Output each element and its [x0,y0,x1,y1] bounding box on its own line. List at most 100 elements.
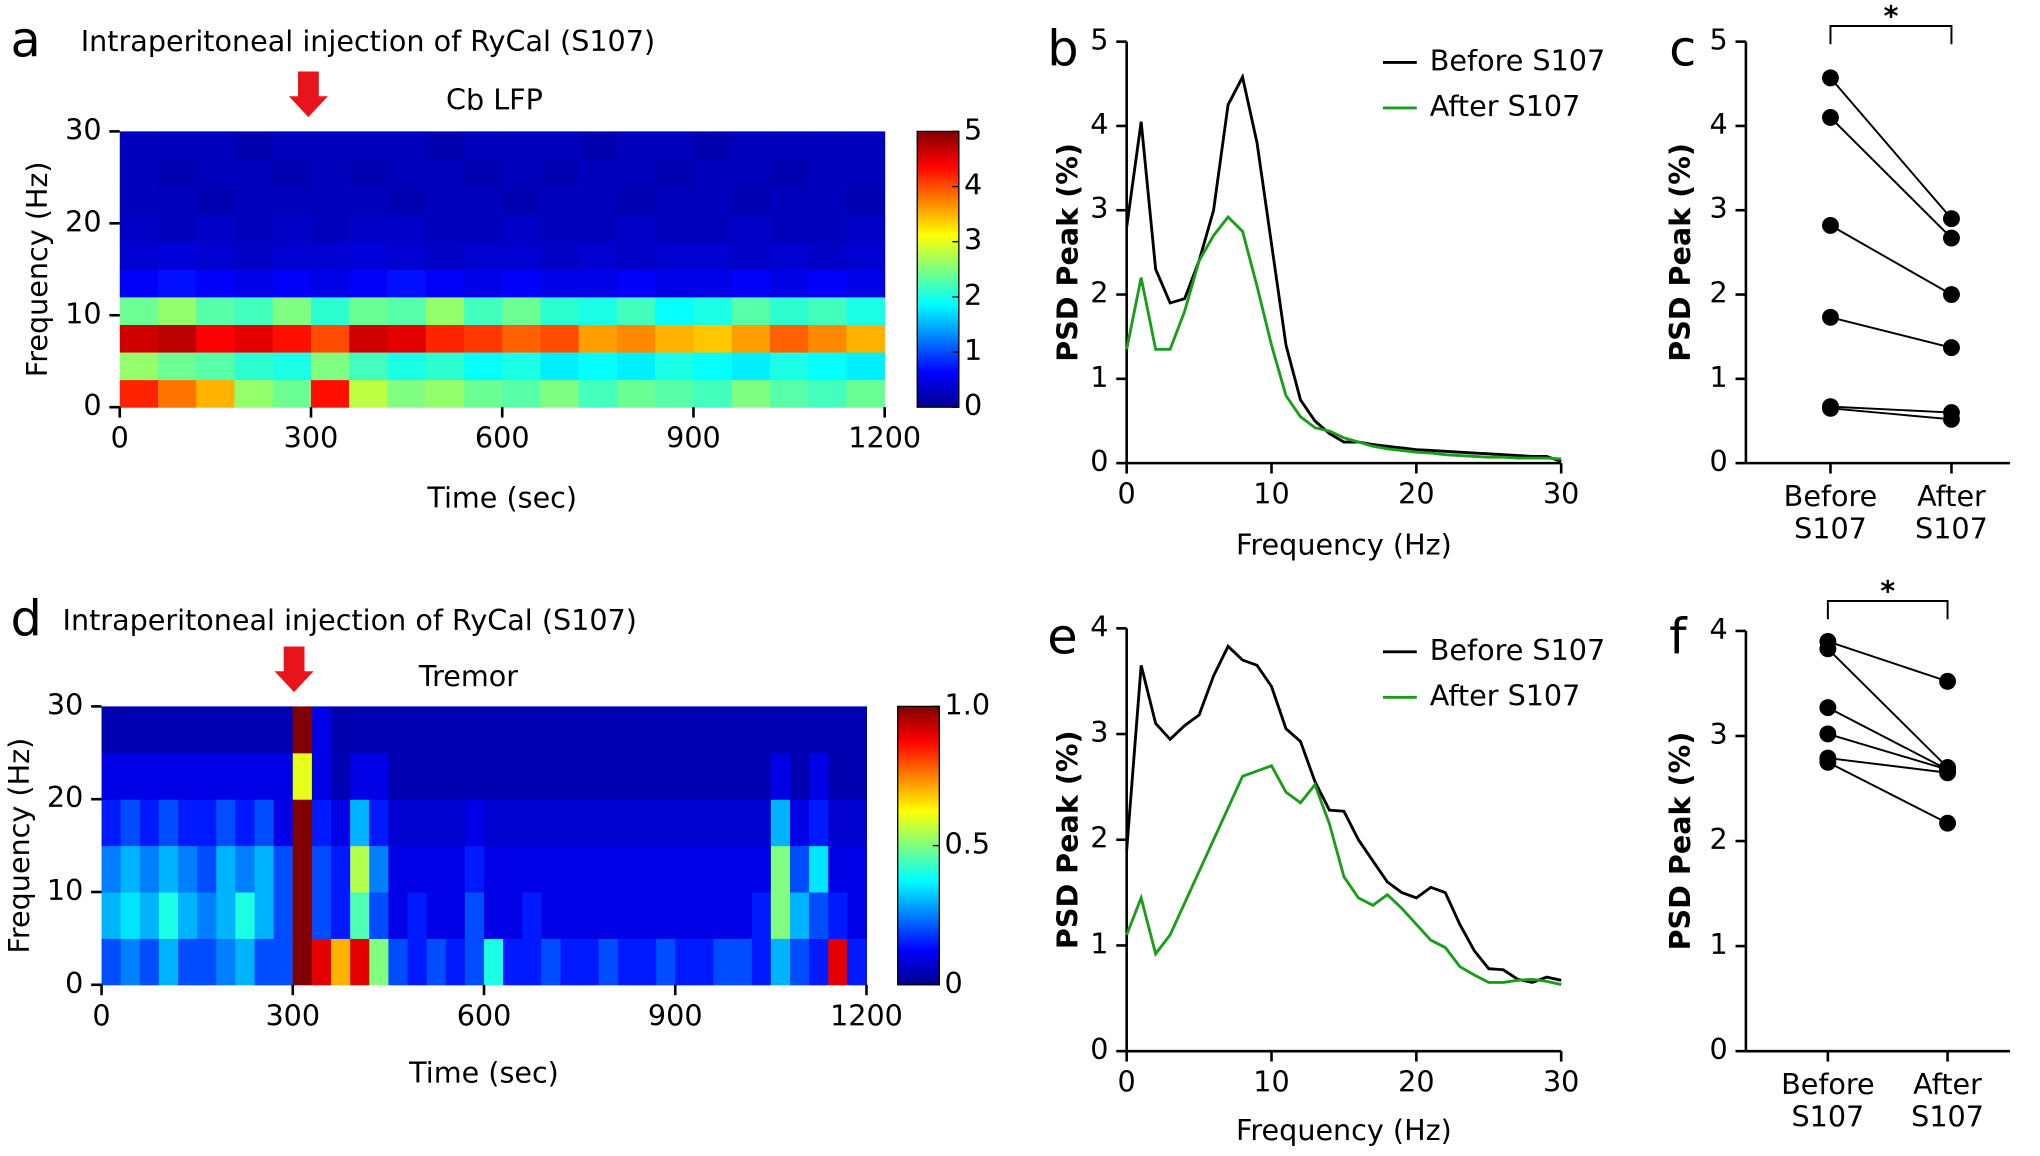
heatmap-cell [445,845,466,893]
heatmap-cell [463,324,503,353]
heatmap-cell [655,241,694,270]
heatmap-cell [541,845,562,893]
y-tick-label: 2 [1090,276,1108,310]
heatmap-cell [158,186,197,215]
heatmap-cell [310,214,350,243]
heatmap-cell [331,752,351,800]
heatmap-cell [522,799,542,847]
heatmap-cell [522,752,542,800]
heatmap-cell [578,379,618,408]
heatmap-cell [484,752,504,800]
heatmap-cell [769,324,809,353]
heatmap-cell [828,891,848,939]
heatmap-cell [463,269,503,298]
colorbar [916,130,960,408]
heatmap-cell [846,379,886,408]
heatmap-cell [732,799,753,847]
heatmap-cell [310,324,350,353]
heatmap-cell [579,752,600,800]
heatmap-cell [751,799,772,847]
heatmap-cell [463,379,503,408]
heatmap-cell [196,241,236,270]
heatmap-cell [369,706,389,754]
heatmap-cell [158,324,197,353]
heatmap-cell [119,269,159,298]
heatmap-cell [196,296,236,325]
heatmap-cell [770,706,791,754]
x-tick-label: 900 [648,998,703,1032]
heatmap-cell [119,131,159,160]
heatmap-cell [616,379,656,408]
heatmap-cell [828,938,848,986]
heatmap-cell [388,799,409,847]
heatmap-cell [656,706,676,754]
heatmap-cell [598,799,619,847]
heatmap-cell [751,845,772,893]
heatmap-cell [578,241,618,270]
heatmap-cell [503,938,523,986]
heatmap-cell [387,269,427,298]
heatmap-cell [540,241,580,270]
x-tick-label: 10 [1253,477,1289,511]
heatmap-cell [637,845,657,893]
heatmap-cell [598,891,619,939]
heatmap-cell [617,938,638,986]
heatmap-cell [426,706,447,754]
heatmap-cell [655,214,694,243]
heatmap-cell [426,752,447,800]
heatmap-cell [292,938,313,986]
annotation: Intraperitoneal injection of RyCal (S107… [81,24,655,58]
significance-bracket [1829,25,1953,45]
heatmap-cell [541,752,562,800]
x-tick-label: 900 [666,421,721,455]
heatmap-cell [808,186,847,215]
heatmap-cell [119,379,159,408]
x-tick-label: 30 [1543,1065,1579,1099]
heatmap-cell [273,845,294,893]
y-tick-label: 3 [1090,191,1108,225]
heatmap-cell [560,752,581,800]
y-tick-label: 3 [1709,717,1727,751]
heatmap-cell [789,845,810,893]
heatmap-cell [484,938,504,986]
heatmap-cell [216,799,236,847]
dot [1943,410,1960,428]
heatmap-cell [196,324,236,353]
heatmap-cell [388,706,409,754]
x-axis-label: Frequency (Hz) [1236,527,1452,561]
heatmap-cell [616,241,656,270]
heatmap-cell [234,186,274,215]
heatmap-cell [731,296,771,325]
x-tick-label: After S107 [1915,481,1988,547]
arrow [274,646,314,693]
heatmap-cell [387,379,427,408]
heatmap-cell [331,799,351,847]
heatmap-cell [847,845,868,893]
heatmap-cell [731,241,771,270]
heatmap-cell [751,938,772,986]
dot [1819,725,1837,743]
heatmap-cell [349,379,389,408]
heatmap-cell [540,379,580,408]
heatmap-cell [540,186,580,215]
heatmap-cell [139,845,160,893]
pair-line [1827,648,1949,769]
heatmap-cell [120,891,141,939]
heatmap-cell [789,752,810,800]
heatmap-cell [578,186,618,215]
heatmap-cell [713,891,734,939]
heatmap-cell [484,891,504,939]
heatmap-cell [675,938,695,986]
x-tick-label: 0 [111,421,129,455]
heatmap-cell [579,845,600,893]
heatmap-cell [732,938,753,986]
heatmap-cell [387,324,427,353]
x-tick-label: 0 [92,998,110,1032]
heatmap-cell [445,752,466,800]
heatmap-cell [235,891,256,939]
y-tick-label: 10 [65,296,101,330]
heatmap-cell [769,158,809,188]
heatmap-cell [655,131,694,160]
heatmap-cell [637,938,657,986]
significance-label: * [1883,0,1898,33]
